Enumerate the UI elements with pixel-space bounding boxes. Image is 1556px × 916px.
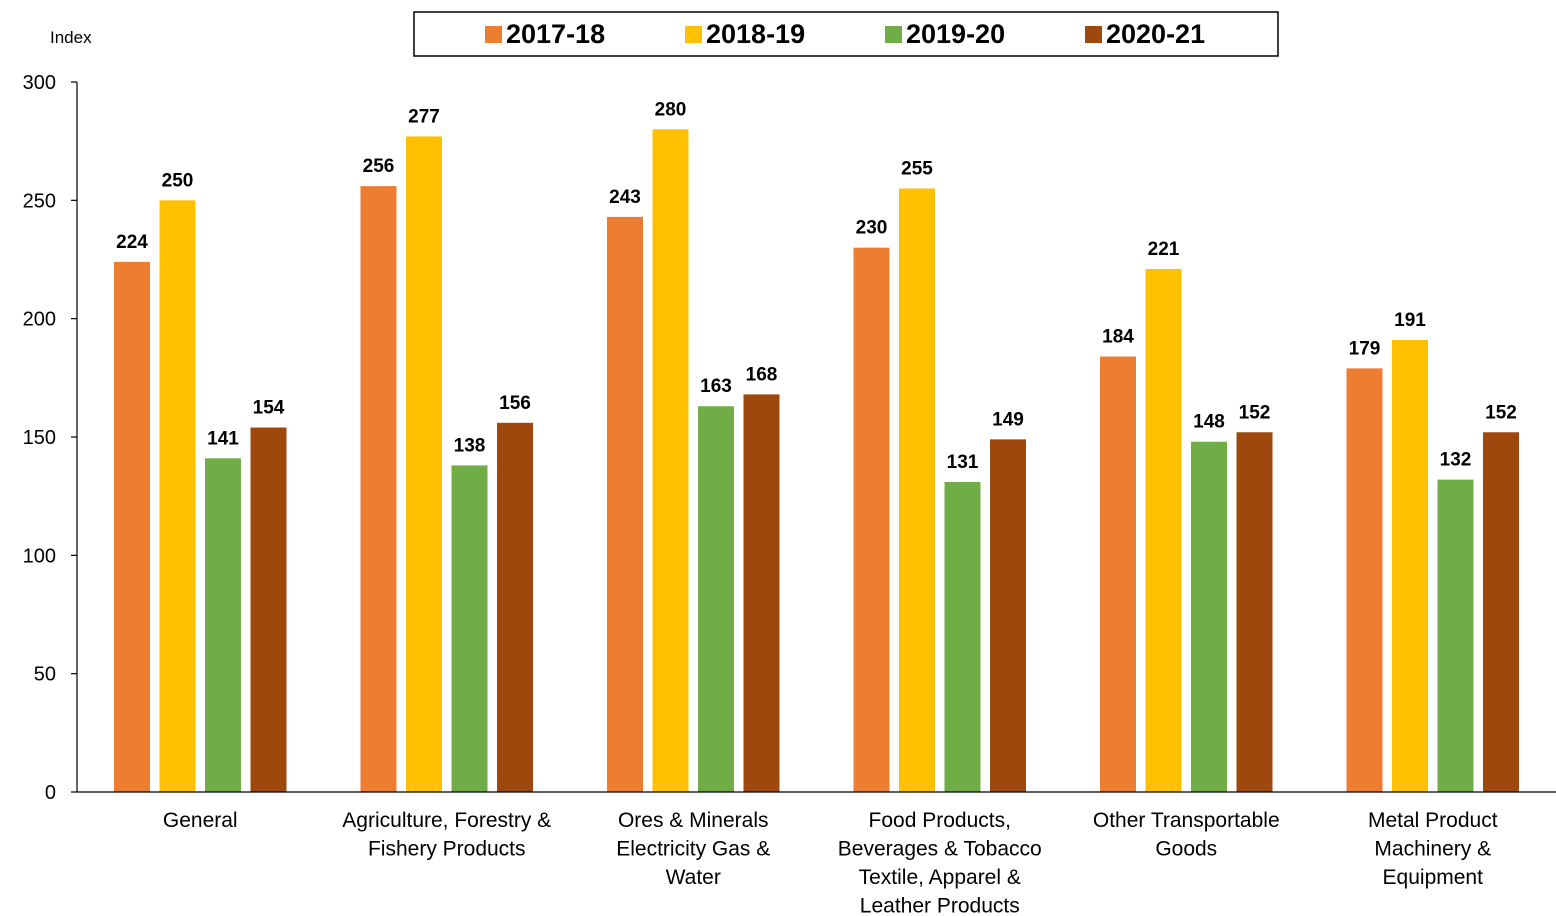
category-label: Metal Product: [1368, 809, 1498, 832]
bar-2020-21-cat-2: [743, 394, 780, 792]
legend-box: [413, 11, 1279, 57]
y-tick-label: 300: [23, 72, 56, 94]
category-labels: General Agriculture, Forestry & Fishery Pr…: [163, 809, 1498, 916]
bar-2019-20-cat-5: [1437, 479, 1474, 792]
bar-2020-21-cat-5: [1483, 432, 1519, 792]
data-label: 148: [1193, 412, 1225, 433]
data-label: 149: [992, 409, 1024, 430]
bar-2017-18-cat-5: [1346, 368, 1383, 792]
data-label: 256: [363, 156, 395, 177]
bar-2018-19-cat-0: [159, 200, 196, 793]
bar-2019-20-cat-4: [1191, 441, 1227, 792]
category-label: Ores & Minerals: [618, 809, 769, 832]
legend-swatch: [685, 26, 702, 43]
bar-2018-19-cat-4: [1145, 268, 1182, 792]
y-tick-label: 50: [34, 664, 56, 686]
bar-2020-21-cat-1: [497, 422, 533, 792]
category-label: Beverages & Tobacco: [838, 838, 1042, 861]
category-label: Equipment: [1383, 866, 1484, 889]
data-label: 131: [947, 452, 979, 473]
data-label: 132: [1440, 450, 1472, 471]
category-label: Agriculture, Forestry &: [342, 809, 551, 832]
data-label: 224: [116, 232, 148, 253]
data-labels: 224 250 141 154 256 277 138 156 243 280 163 168 230 2…: [116, 99, 1517, 473]
data-label: 154: [253, 398, 285, 419]
category-label: Machinery &: [1374, 838, 1491, 861]
data-label: 163: [700, 376, 732, 397]
data-label: 141: [207, 428, 239, 449]
y-tick-label: 150: [23, 427, 56, 449]
bar-2018-19-cat-3: [899, 188, 935, 792]
y-axis-label: Index: [50, 28, 92, 47]
legend-label: 2019-20: [906, 19, 1005, 49]
data-label: 255: [901, 159, 933, 180]
category-label: Water: [666, 866, 721, 889]
y-axis: 0 50 100 150 200 250 300: [23, 72, 78, 804]
bar-2017-18-cat-4: [1100, 356, 1136, 792]
legend-items: 2017-18 2018-19 2019-20 2020-21: [485, 19, 1205, 49]
bar-2017-18-cat-0: [114, 261, 150, 792]
category-label: Food Products,: [869, 809, 1011, 832]
category-label: Fishery Products: [368, 838, 526, 861]
data-label: 243: [609, 187, 641, 208]
bar-2019-20-cat-3: [944, 481, 981, 792]
y-tick-label: 0: [45, 782, 56, 804]
data-label: 191: [1394, 310, 1426, 331]
bar-2017-18-cat-1: [360, 186, 397, 793]
bars: [114, 129, 1519, 793]
data-label: 168: [746, 364, 778, 385]
data-label: 138: [454, 435, 486, 456]
legend-swatch: [1085, 26, 1102, 43]
bar-2017-18-cat-2: [607, 216, 643, 792]
data-label: 230: [856, 218, 888, 239]
legend-swatch: [485, 26, 502, 43]
legend-label: 2018-19: [706, 19, 805, 49]
category-label: Other Transportable: [1093, 809, 1280, 832]
bar-2019-20-cat-1: [451, 465, 488, 792]
data-label: 221: [1148, 239, 1180, 260]
y-tick-label: 100: [23, 545, 56, 567]
bar-2017-18-cat-3: [853, 247, 890, 792]
bar-2020-21-cat-0: [250, 427, 287, 792]
y-tick-label: 250: [23, 190, 56, 212]
bar-2019-20-cat-0: [205, 458, 241, 792]
bar-2020-21-cat-4: [1236, 432, 1273, 792]
legend-label: 2020-21: [1106, 19, 1205, 49]
category-label: General: [163, 809, 238, 832]
category-label: Electricity Gas &: [616, 838, 770, 861]
bar-2018-19-cat-2: [652, 129, 689, 793]
y-tick-label: 200: [23, 309, 56, 331]
data-label: 280: [655, 99, 687, 120]
legend: 2017-18 2018-19 2019-20 2020-21: [413, 11, 1279, 57]
data-label: 179: [1349, 338, 1381, 359]
bar-2019-20-cat-2: [698, 406, 734, 792]
bar-2020-21-cat-3: [990, 439, 1026, 792]
data-label: 156: [499, 393, 531, 414]
category-label: Leather Products: [860, 895, 1020, 916]
data-label: 277: [408, 106, 440, 127]
bar-2018-19-cat-5: [1392, 339, 1428, 792]
data-label: 250: [162, 170, 194, 191]
legend-swatch: [885, 26, 902, 43]
data-label: 152: [1239, 402, 1271, 423]
category-label: Textile, Apparel &: [859, 866, 1021, 889]
data-label: 152: [1485, 402, 1517, 423]
data-label: 184: [1102, 327, 1134, 348]
legend-label: 2017-18: [506, 19, 605, 49]
bar-2018-19-cat-1: [406, 136, 442, 792]
category-label: Goods: [1155, 838, 1217, 861]
